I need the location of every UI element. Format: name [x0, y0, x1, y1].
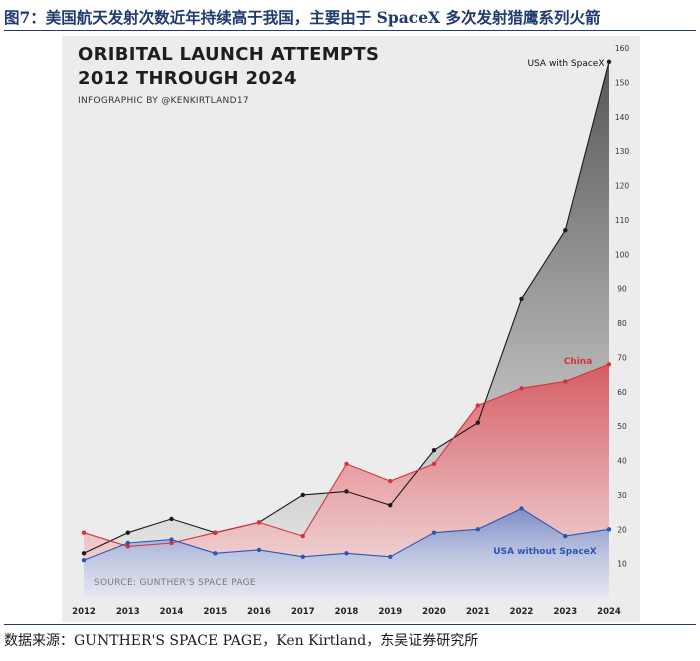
point-usa-with-spacex-2022 [519, 296, 524, 302]
point-china-2013 [125, 544, 130, 549]
point-usa-with-spacex-2021 [475, 420, 480, 425]
point-usa-with-spacex-2017 [300, 492, 305, 498]
series-label-china: China [564, 357, 593, 367]
y-tick-label: 40 [617, 457, 627, 466]
y-tick-label: 30 [617, 491, 627, 500]
point-usa-with-spacex-2012 [81, 551, 87, 556]
figure-title: 图7：美国航天发射次数近年持续高于我国，主要由于 SpaceX 多次发射猎鹰系列… [4, 8, 601, 27]
x-tick-label: 2012 [72, 607, 96, 617]
x-tick-label: 2019 [378, 607, 402, 617]
point-china-2021 [475, 403, 480, 408]
point-china-2019 [388, 478, 393, 484]
point-usa-with-spacex-2020 [431, 448, 437, 453]
point-usa-with-spacex-2014 [169, 516, 174, 522]
y-tick-label: 140 [615, 113, 630, 122]
series-label-usa-with-spacex: USA with SpaceX [527, 59, 604, 69]
y-tick-label: 90 [617, 285, 627, 294]
point-china-2015 [213, 530, 218, 535]
y-tick-label: 60 [617, 388, 627, 397]
point-usa-with-spacex-2019 [388, 503, 393, 508]
x-tick-label: 2015 [203, 607, 227, 617]
point-usa-with-spacex-2023 [563, 228, 568, 233]
y-tick-label: 20 [617, 525, 627, 534]
y-tick-label: 120 [615, 182, 630, 191]
chart-title-line-2: 2012 THROUGH 2024 [78, 68, 297, 89]
x-tick-label: 2018 [335, 607, 359, 617]
x-tick-label: 2021 [466, 607, 490, 617]
point-china-2018 [344, 461, 349, 467]
y-tick-label: 150 [615, 78, 630, 87]
point-usa-without-spacex-2013 [125, 540, 130, 546]
y-tick-label: 70 [617, 353, 627, 362]
title-rule [4, 30, 696, 31]
point-usa-without-spacex-2015 [213, 551, 218, 556]
point-usa-without-spacex-2018 [344, 551, 349, 556]
point-china-2014 [169, 540, 174, 546]
y-tick-label: 160 [615, 44, 630, 53]
chart-byline: INFOGRAPHIC BY @KENKIRTLAND17 [78, 96, 249, 106]
x-tick-label: 2020 [422, 607, 446, 617]
y-tick-label: 130 [615, 147, 630, 156]
chart-title-line-1: ORIBITAL LAUNCH ATTEMPTS [78, 44, 380, 65]
point-usa-without-spacex-2024 [606, 527, 612, 532]
y-tick-label: 10 [617, 560, 627, 569]
point-usa-without-spacex-2023 [563, 533, 568, 539]
point-usa-with-spacex-2013 [125, 530, 130, 535]
point-usa-with-spacex-2018 [344, 489, 349, 494]
point-usa-without-spacex-2012 [81, 558, 87, 563]
chart-source-note: SOURCE: GUNTHER'S SPACE PAGE [94, 578, 256, 588]
series-label-usa-without-spacex: USA without SpaceX [493, 547, 596, 557]
point-china-2023 [563, 379, 568, 384]
x-tick-label: 2016 [247, 607, 271, 617]
figure-source: 数据来源：GUNTHER'S SPACE PAGE，Ken Kirtland，东… [4, 633, 479, 649]
y-tick-label: 50 [617, 422, 627, 431]
point-usa-without-spacex-2022 [519, 506, 524, 511]
point-usa-without-spacex-2020 [431, 530, 437, 535]
x-tick-label: 2023 [553, 607, 577, 617]
x-tick-label: 2022 [510, 607, 534, 617]
x-tick-label: 2017 [291, 607, 315, 617]
point-usa-without-spacex-2014 [169, 537, 174, 542]
y-tick-label: 100 [615, 250, 630, 259]
point-usa-without-spacex-2021 [475, 527, 480, 532]
x-tick-label: 2024 [597, 607, 621, 617]
point-usa-without-spacex-2016 [256, 547, 262, 553]
point-usa-with-spacex-2024 [606, 59, 612, 64]
point-china-2016 [256, 520, 262, 525]
point-china-2012 [81, 530, 87, 535]
point-china-2024 [606, 362, 612, 367]
point-china-2022 [519, 386, 524, 391]
footer-rule [4, 624, 696, 625]
x-tick-label: 2013 [116, 607, 140, 617]
y-tick-label: 110 [615, 216, 630, 225]
point-usa-without-spacex-2017 [300, 554, 305, 559]
point-china-2017 [300, 533, 305, 539]
y-tick-label: 80 [617, 319, 627, 328]
x-tick-label: 2014 [160, 607, 184, 617]
point-usa-without-spacex-2019 [388, 554, 393, 559]
point-china-2020 [431, 461, 437, 467]
